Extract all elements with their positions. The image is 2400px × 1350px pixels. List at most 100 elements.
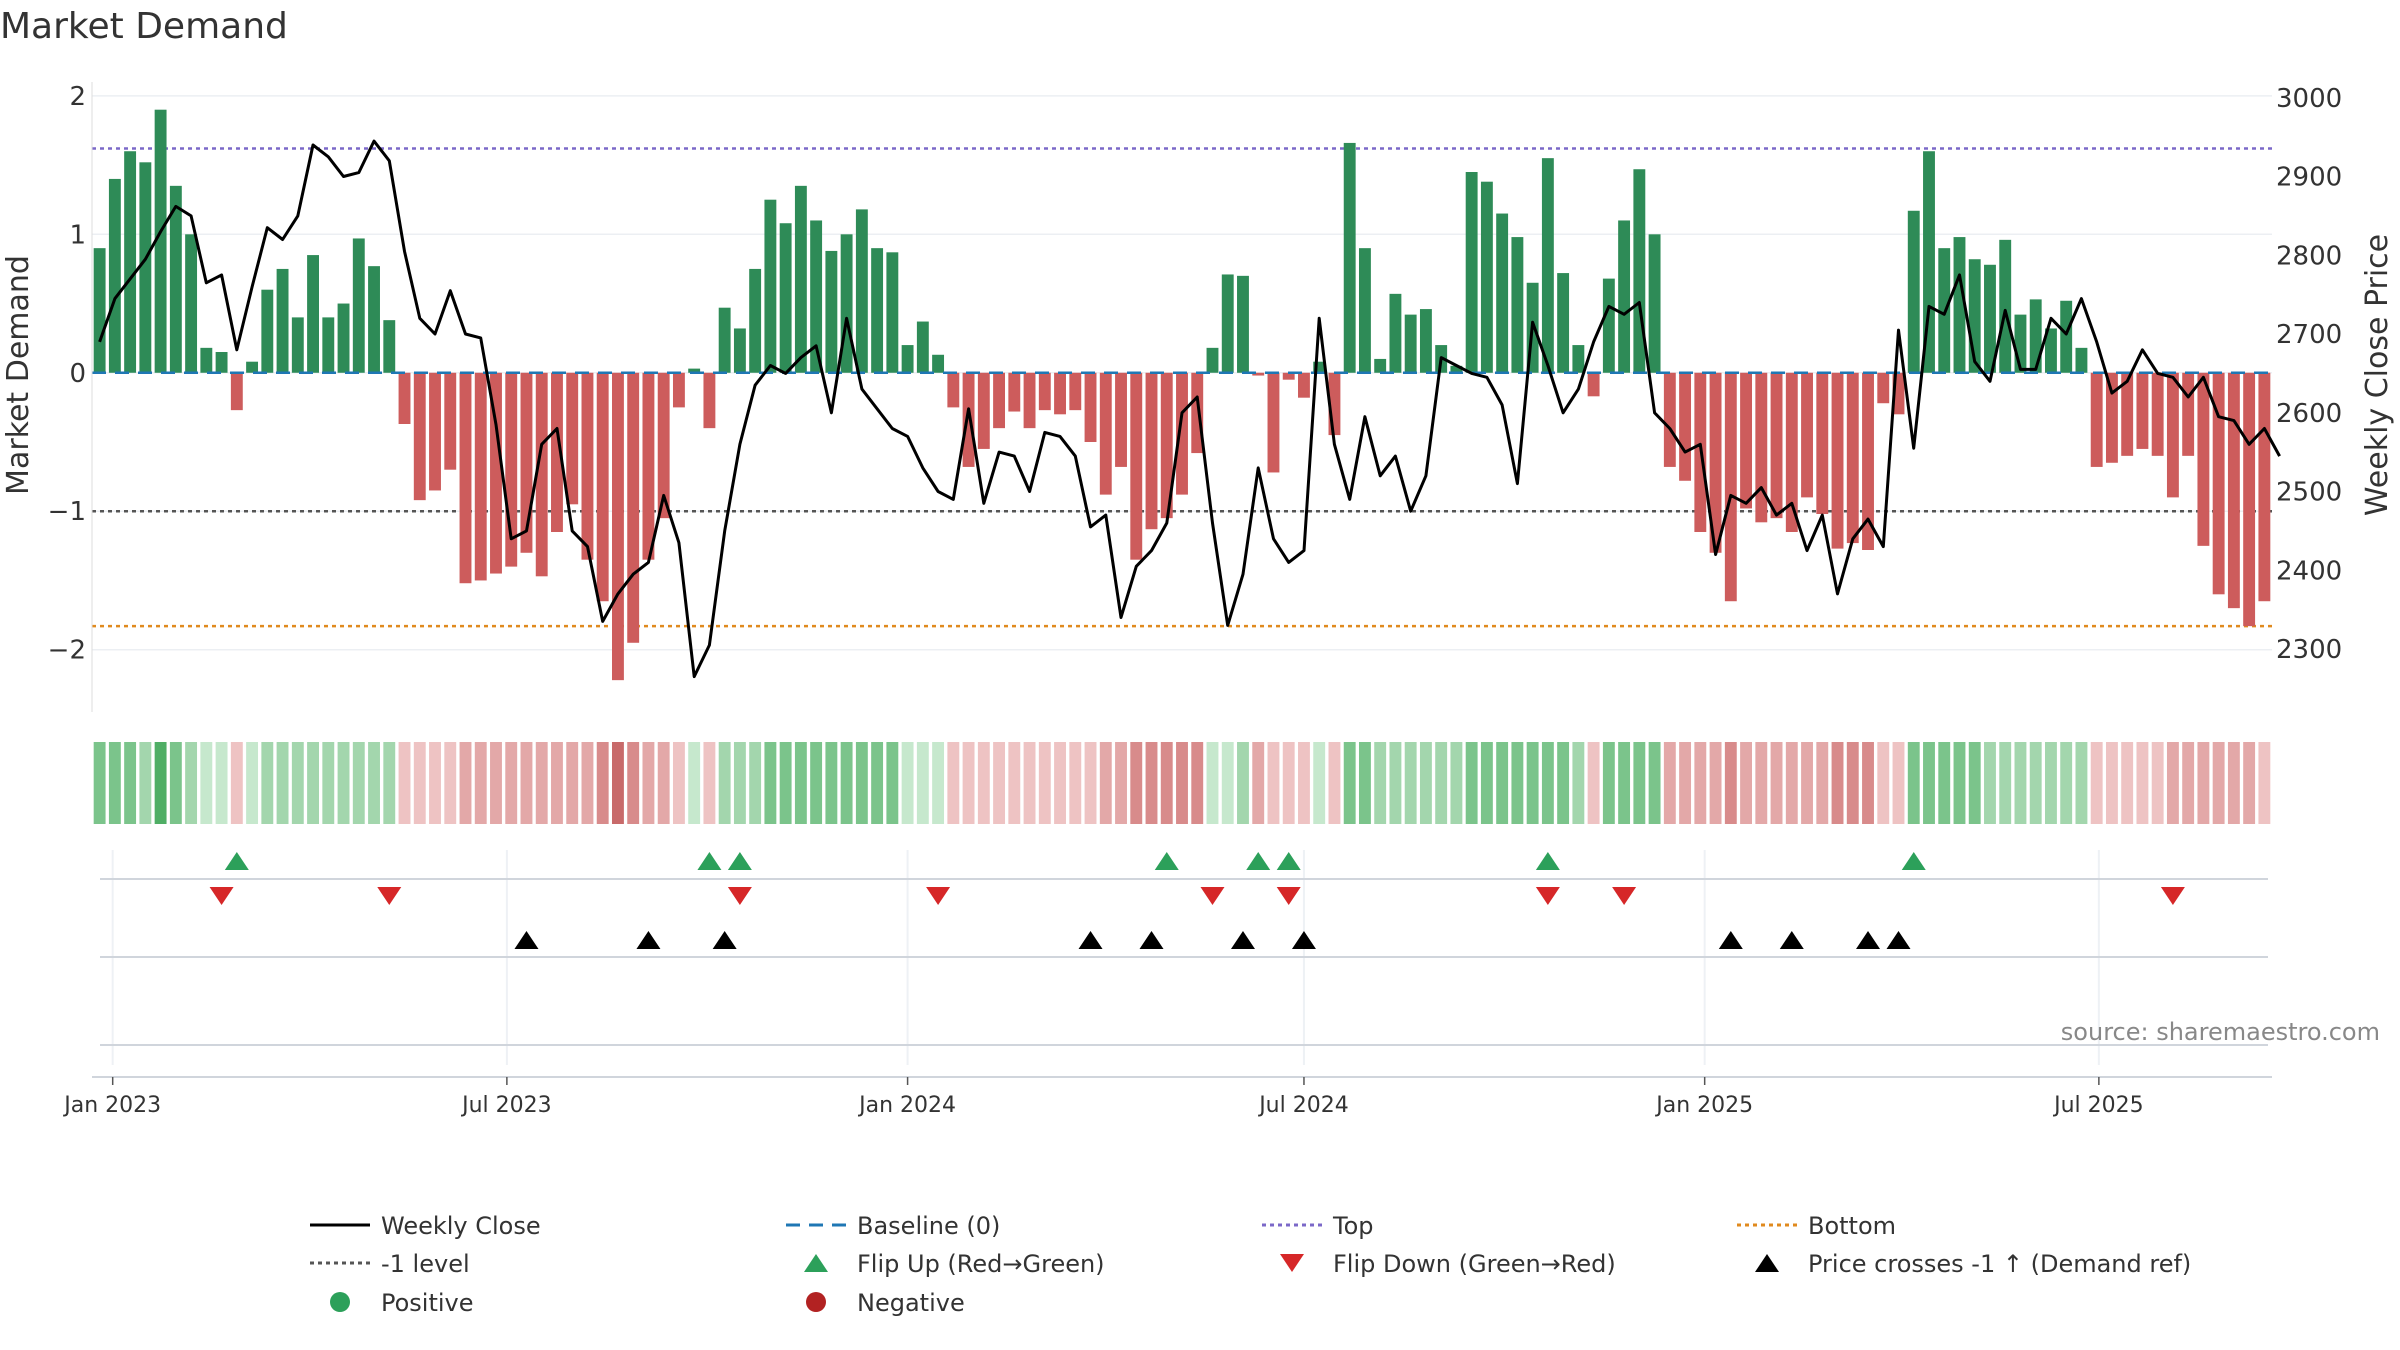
heat-cell (1724, 742, 1737, 824)
legend-swatch-cross-triangle (1755, 1254, 1779, 1272)
heat-cell (672, 742, 685, 824)
flip-down-marker (2160, 887, 2185, 905)
heat-cell (1191, 742, 1204, 824)
demand-bar (1648, 234, 1661, 373)
price-cross-marker (636, 931, 661, 949)
demand-bar (596, 372, 609, 602)
heat-cell (611, 742, 624, 824)
demand-bar (1724, 372, 1737, 602)
heat-cell (1648, 742, 1661, 824)
demand-bar (2029, 299, 2042, 373)
demand-bar (2014, 314, 2027, 373)
heat-cell (2227, 742, 2240, 824)
heat-cell (535, 742, 548, 824)
heat-cell (916, 742, 929, 824)
demand-bar (1404, 314, 1417, 373)
flip-down-marker (1276, 887, 1301, 905)
price-cross-marker (1078, 931, 1103, 949)
heat-cell (1358, 742, 1371, 824)
demand-bar (1511, 237, 1524, 373)
heat-cell (688, 742, 701, 824)
demand-bar (657, 372, 670, 519)
heat-cell (246, 742, 259, 824)
heat-cell (2212, 742, 2225, 824)
demand-bar (1907, 210, 1920, 373)
demand-bar (932, 354, 945, 373)
demand-bar (1267, 372, 1280, 473)
heat-cell (1831, 742, 1844, 824)
heat-cell (1267, 742, 1280, 824)
demand-bar (1923, 151, 1935, 373)
legend-item-minus-one: -1 level (310, 1250, 470, 1278)
heat-cell (1313, 742, 1326, 824)
demand-bar (413, 372, 426, 501)
flip-down-marker (209, 887, 234, 905)
demand-bar (2045, 328, 2057, 373)
demand-bar (139, 162, 152, 373)
legend-item-weekly-close: Weekly Close (310, 1212, 541, 1240)
demand-bar (1740, 372, 1753, 509)
demand-bar (1862, 372, 1874, 550)
demand-bar (733, 328, 746, 373)
demand-bar (1176, 372, 1188, 495)
heat-cell (474, 742, 487, 824)
heat-cell (1602, 742, 1615, 824)
heat-cell (1404, 742, 1417, 824)
flip-up-marker (1535, 852, 1560, 870)
demand-bar (429, 372, 441, 491)
heat-cell (1221, 742, 1234, 824)
price-cross-marker (1886, 931, 1911, 949)
heat-cell (2090, 742, 2103, 824)
left-tick-label: 0 (69, 359, 86, 389)
flip-markers (209, 852, 2185, 905)
demand-bar (1618, 220, 1631, 373)
heat-cell (1023, 742, 1036, 824)
demand-bar (2121, 372, 2134, 456)
demand-bar (1496, 213, 1509, 373)
demand-bar (383, 320, 396, 373)
demand-bar (520, 372, 533, 553)
legend-item-top: Top (1262, 1212, 1374, 1240)
heat-cell (962, 742, 975, 824)
heat-cell (2060, 742, 2073, 824)
heat-cell (1496, 742, 1509, 824)
heat-cell (1298, 742, 1310, 824)
demand-bar (642, 372, 655, 560)
heat-cell (810, 742, 823, 824)
heat-cell (1587, 742, 1600, 824)
legend-label-negative: Negative (857, 1289, 965, 1317)
demand-bar (307, 255, 319, 373)
demand-bar (1328, 372, 1341, 436)
demand-bar (1358, 248, 1371, 373)
demand-bar (154, 109, 167, 373)
reference-lines (92, 147, 2272, 628)
heat-cell (1816, 742, 1829, 824)
heat-cell (2151, 742, 2164, 824)
heat-cell (1923, 742, 1935, 824)
heat-cell (200, 742, 213, 824)
heat-cell (779, 742, 792, 824)
legend-label-flip-up: Flip Up (Red→Green) (857, 1250, 1105, 1278)
price-cross-marker (1139, 931, 1164, 949)
source-note: source: sharemaestro.com (2061, 1018, 2380, 1046)
heat-cell (307, 742, 319, 824)
heat-cell (642, 742, 655, 824)
demand-bar (1984, 264, 1996, 373)
heat-cell (490, 742, 502, 824)
heat-cell (749, 742, 762, 824)
legend-swatch-positive-dot (330, 1292, 350, 1312)
left-tick-label: −1 (48, 497, 86, 527)
demand-bar (185, 234, 198, 373)
demand-bar (1115, 372, 1127, 467)
demand-bar (855, 209, 868, 373)
x-tick-label: Jul 2025 (2052, 1093, 2144, 1118)
legend: Weekly Close Baseline (0) Top Bottom -1 … (310, 1212, 2191, 1317)
heat-cell (886, 742, 899, 824)
flip-up-marker (1276, 852, 1301, 870)
heat-cell (1740, 742, 1753, 824)
heat-cell (520, 742, 533, 824)
demand-bar (2197, 372, 2210, 546)
heat-cell (1541, 742, 1554, 824)
heat-cell (1907, 742, 1920, 824)
flip-up-marker (224, 852, 249, 870)
